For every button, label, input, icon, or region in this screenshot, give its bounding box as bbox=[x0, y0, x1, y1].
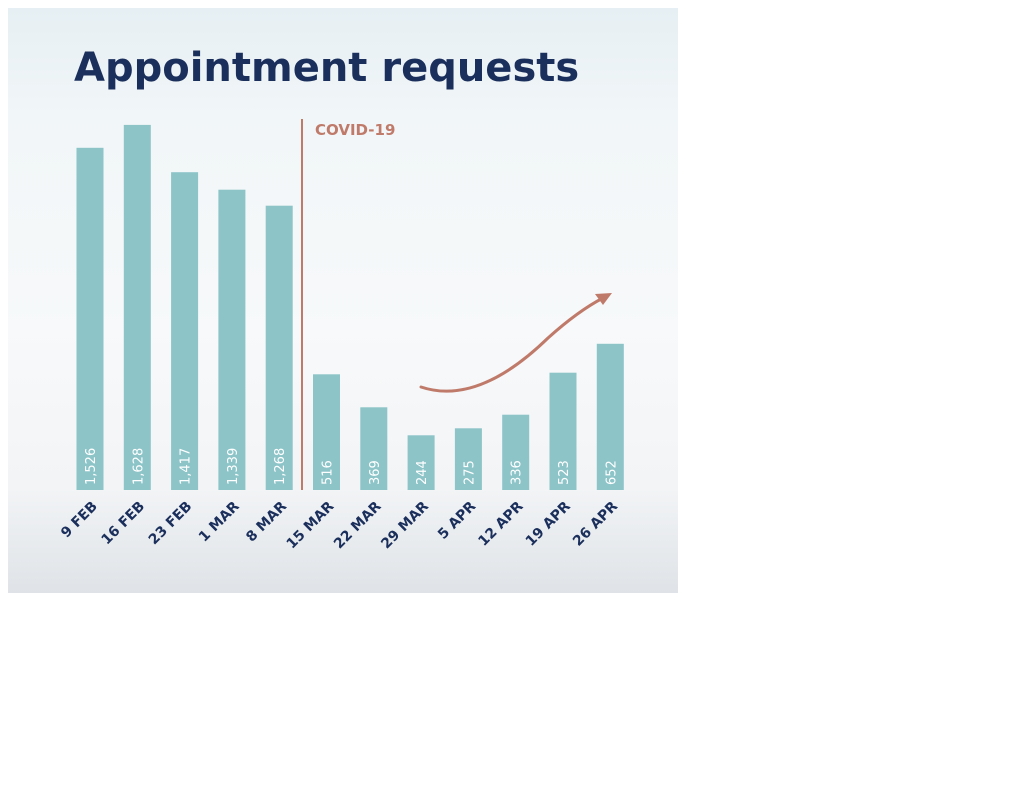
bar-value-label-6: 369 bbox=[368, 460, 383, 485]
bar-4 bbox=[265, 205, 293, 490]
x-tick-label-10: 19 APR bbox=[523, 498, 574, 549]
x-tick-label-0: 9 FEB bbox=[58, 499, 101, 542]
x-tick-label-9: 12 APR bbox=[475, 498, 526, 549]
bar-value-label-1: 1,628 bbox=[131, 448, 146, 485]
x-tick-label-8: 5 APR bbox=[435, 498, 479, 542]
covid-label: COVID-19 bbox=[315, 121, 395, 139]
bar-value-label-8: 275 bbox=[462, 460, 477, 485]
bar-3 bbox=[218, 189, 246, 490]
x-tick-label-1: 16 FEB bbox=[99, 499, 149, 549]
bar-1 bbox=[123, 124, 151, 491]
bars-group bbox=[76, 124, 624, 491]
x-tick-label-5: 15 MAR bbox=[284, 498, 338, 552]
trend-arrow-head bbox=[595, 293, 612, 305]
bar-value-label-4: 1,268 bbox=[273, 448, 288, 485]
bar-chart: Appointment requests 1,526 1,628 1,417 1,33… bbox=[58, 45, 624, 552]
bar-value-label-3: 1,339 bbox=[226, 448, 241, 485]
bar-7 bbox=[407, 435, 435, 490]
bar-2 bbox=[171, 172, 199, 490]
chart-panel: Appointment requests 1,526 1,628 1,417 1,33… bbox=[8, 8, 678, 593]
bar-value-label-7: 244 bbox=[415, 460, 430, 485]
bar-value-label-2: 1,417 bbox=[179, 448, 194, 485]
x-tick-label-7: 29 MAR bbox=[378, 498, 432, 552]
trend-arrow-line bbox=[419, 296, 605, 393]
bar-11 bbox=[596, 343, 624, 490]
value-labels-group: 1,526 1,628 1,417 1,339 1,268 516 369 244 275 336… bbox=[84, 448, 619, 485]
x-tick-label-11: 26 APR bbox=[570, 498, 621, 549]
trend-arrow bbox=[419, 293, 612, 393]
bar-0 bbox=[76, 147, 104, 491]
x-tick-label-3: 1 MAR bbox=[196, 498, 243, 545]
bar-value-label-10: 523 bbox=[557, 460, 572, 485]
bar-8 bbox=[454, 428, 482, 490]
bar-value-label-9: 336 bbox=[510, 460, 525, 485]
bar-5 bbox=[313, 374, 340, 490]
bar-value-label-11: 652 bbox=[604, 460, 619, 485]
bar-value-label-0: 1,526 bbox=[84, 448, 99, 485]
bar-10 bbox=[549, 372, 577, 490]
x-tick-label-4: 8 MAR bbox=[243, 498, 290, 545]
bar-value-label-5: 516 bbox=[321, 460, 336, 485]
bar-9 bbox=[502, 414, 530, 490]
x-tick-label-6: 22 MAR bbox=[331, 498, 385, 552]
x-tick-label-2: 23 FEB bbox=[146, 499, 196, 549]
chart-title: Appointment requests bbox=[74, 45, 579, 91]
bar-6 bbox=[360, 407, 388, 490]
